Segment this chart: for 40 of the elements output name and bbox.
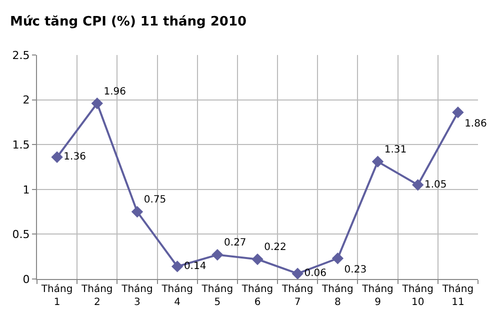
point [171,260,184,272]
data-label: 1.31 [384,144,407,156]
point [252,253,264,266]
data-label: 0.14 [184,260,206,272]
x-tick-label: Tháng 11 [441,284,474,308]
x-tick-label: Tháng 3 [120,284,153,308]
y-tick-label: 1.5 [12,138,30,152]
x-tick-label: Tháng 1 [40,284,73,308]
point [452,106,464,118]
x-tick-label: Tháng 4 [160,284,193,308]
x-tick-label: Tháng 10 [401,284,434,308]
data-label: 0.23 [344,264,367,276]
point [332,252,344,264]
data-label: 0.27 [224,238,246,249]
x-tick-label: Tháng 8 [321,284,354,308]
y-tick-label: 0 [22,272,30,286]
data-label: 0.75 [144,194,166,206]
y-tick-label: 1 [22,183,30,196]
point [212,248,224,261]
data-label: 1.36 [64,152,86,163]
x-tick-label: Tháng 2 [80,284,113,308]
data-label: 0.06 [304,268,326,280]
x-tick-label: Tháng 9 [361,284,394,308]
point [412,179,424,191]
data-label: 1.86 [464,118,487,130]
y-tick-label: 2.5 [12,48,30,62]
data-label: 0.22 [264,242,286,254]
x-tick-label: Tháng 5 [200,284,234,308]
data-label: 1.05 [424,179,447,190]
x-tick-label: Tháng 7 [280,284,314,308]
point [292,268,304,280]
data-label: 1.96 [104,86,126,98]
point [131,206,144,218]
y-tick-label: 2 [22,94,30,107]
point [91,98,103,110]
point [51,151,63,163]
y-tick-label: 0.5 [12,228,30,242]
chart-title: Mức tăng CPI (%) 11 tháng 2010 [10,14,247,30]
point [372,156,384,168]
x-tick-label: Tháng 6 [240,284,274,308]
